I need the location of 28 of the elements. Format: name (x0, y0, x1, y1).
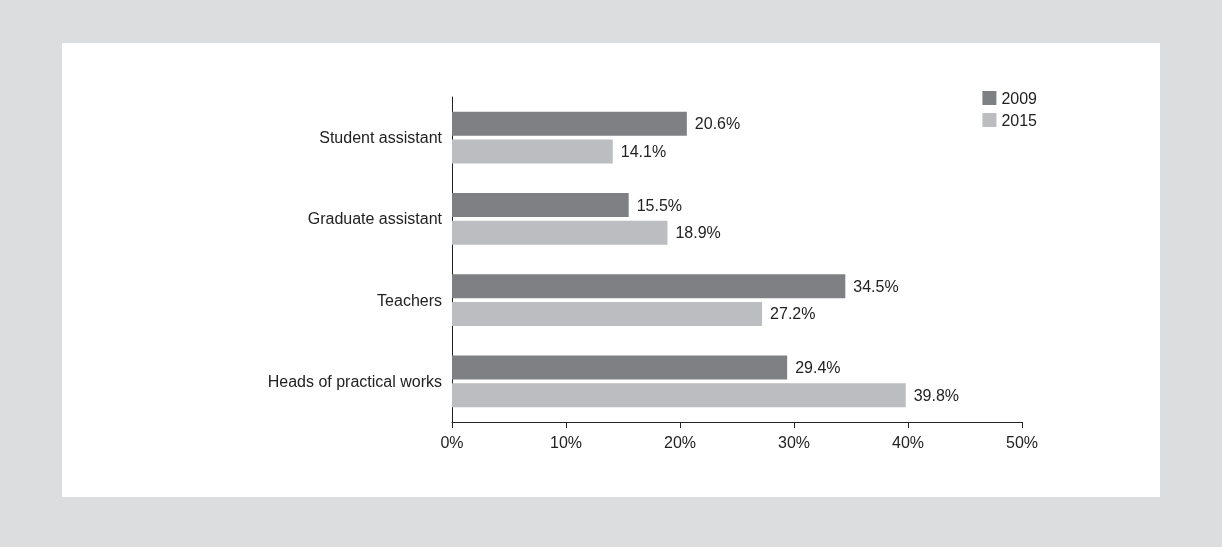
x-tick-label: 40% (891, 433, 925, 451)
legend-label: 2015 (1001, 111, 1038, 129)
data-label: 34.5% (853, 277, 899, 295)
bar (452, 274, 846, 299)
data-label: 39.8% (913, 386, 960, 404)
data-label: 20.6% (694, 115, 741, 133)
x-tick-label: 50% (1005, 433, 1039, 451)
y-tick-label: Student assistant (319, 129, 443, 147)
x-tick-label: 20% (663, 433, 697, 451)
bar (452, 193, 629, 218)
data-label: 15.5% (636, 196, 683, 214)
y-tick-label: Heads of practical works (267, 372, 442, 390)
y-tick-label: Teachers (377, 291, 442, 309)
bar (452, 355, 788, 380)
x-tick-label: 0% (440, 433, 464, 451)
bar (452, 139, 613, 164)
bar (452, 301, 763, 326)
x-tick-label: 10% (549, 433, 583, 451)
data-label: 14.1% (620, 142, 667, 160)
legend-label: 2009 (1001, 89, 1038, 107)
bar (452, 383, 906, 408)
data-label: 29.4% (795, 359, 841, 377)
bar (452, 220, 668, 245)
data-label: 18.9% (675, 224, 721, 242)
y-tick-label: Graduate assistant (307, 210, 443, 228)
bar (452, 111, 687, 136)
x-tick-label: 30% (777, 433, 811, 451)
data-label: 27.2% (770, 305, 816, 323)
